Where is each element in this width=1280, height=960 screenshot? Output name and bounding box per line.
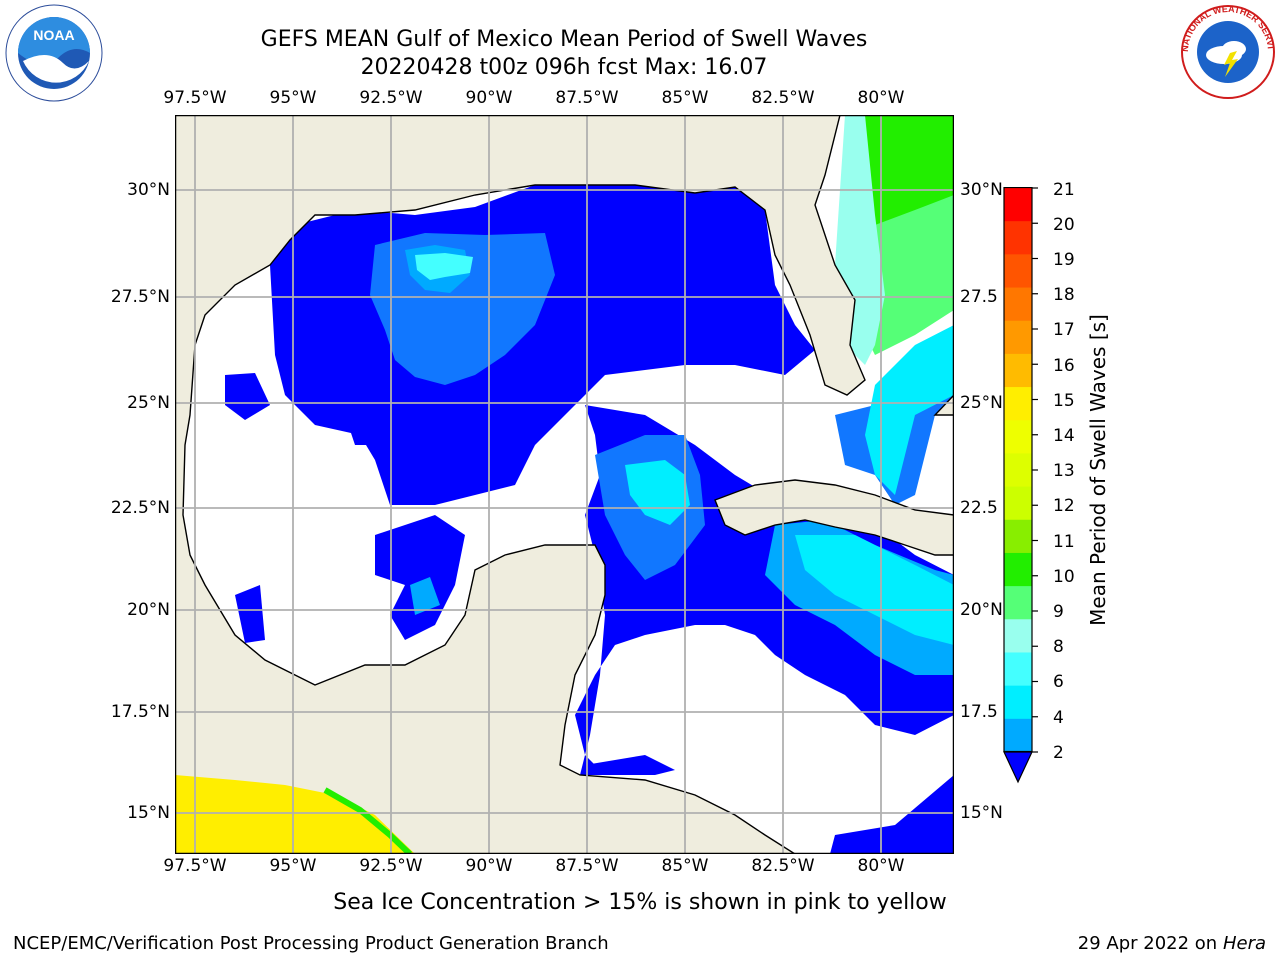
colorbar-cell <box>1004 287 1032 322</box>
swell-field-tampico <box>235 585 265 643</box>
colorbar <box>1003 187 1038 784</box>
national-weather-service-logo: NATIONAL WEATHER SERVICE <box>1178 3 1276 99</box>
lat-label-left: 22.5°N <box>110 498 170 518</box>
lat-label-left: 27.5°N <box>110 287 170 307</box>
colorbar-cell <box>1004 586 1032 620</box>
footer-date-text: 29 Apr 2022 on <box>1077 933 1223 954</box>
lon-label-top: 95°W <box>269 88 317 108</box>
colorbar-tick-label: 11 <box>1053 532 1075 552</box>
colorbar-tick-label: 2 <box>1053 743 1064 763</box>
colorbar-cell <box>1004 387 1032 421</box>
lon-label-bottom: 95°W <box>269 856 317 876</box>
gridlines <box>175 115 954 854</box>
colorbar-cell <box>1004 552 1032 587</box>
lat-label-right: 15°N <box>960 803 1003 823</box>
colorbar-tick-label: 12 <box>1053 496 1075 516</box>
colorbar-tick-label: 16 <box>1053 356 1075 376</box>
lat-label-left: 17.5°N <box>110 702 170 722</box>
swell-field-caribbean-cyan <box>795 535 954 645</box>
sea-ice-pacific-edge <box>323 787 413 854</box>
colorbar-tick-label: 18 <box>1053 285 1075 305</box>
map-panel <box>175 115 954 854</box>
lon-label-bottom: 87.5°W <box>555 856 619 876</box>
lat-label-right: 22.5 <box>960 498 998 518</box>
lat-label-left: 30°N <box>127 180 170 200</box>
colorbar-cell <box>1004 420 1032 454</box>
lat-label-right: 27.5 <box>960 287 998 307</box>
swell-field-campeche-cyan <box>410 577 440 615</box>
colorbar-tick-label: 10 <box>1053 567 1075 587</box>
swell-field-honduras <box>585 755 675 775</box>
lat-label-left: 20°N <box>127 600 170 620</box>
lat-label-right: 20°N <box>960 600 1003 620</box>
noaa-logo: NOAA <box>5 4 103 102</box>
colorbar-extend-triangle <box>1003 751 1033 784</box>
lon-label-bottom: 90°W <box>465 856 513 876</box>
land <box>175 115 954 854</box>
land-north-america <box>175 115 866 854</box>
colorbar-cell <box>1004 453 1032 488</box>
lat-label-right: 17.5 <box>960 702 998 722</box>
colorbar-cell <box>1004 188 1032 222</box>
colorbar-tick-label: 6 <box>1053 672 1064 692</box>
lon-label-top: 87.5°W <box>555 88 619 108</box>
chart-subtitle: 20220428 t00z 096h fcst Max: 16.07 <box>360 55 768 80</box>
swell-field-west-patch-2 <box>345 415 390 445</box>
lat-label-left: 15°N <box>127 803 170 823</box>
footer-date: 29 Apr 2022 on Hera <box>1078 933 1266 954</box>
footer-credit: NCEP/EMC/Verification Post Processing Pr… <box>13 933 609 954</box>
swell-field-west-patch <box>225 373 270 420</box>
swell-field-atlantic-green <box>860 115 954 225</box>
colorbar-cell <box>1004 652 1032 687</box>
land-south-america-edge <box>933 393 954 416</box>
colorbar-cell <box>1004 718 1032 753</box>
colorbar-cell <box>1004 685 1032 720</box>
colorbar-tick-label: 13 <box>1053 461 1075 481</box>
footer-machine: Hera <box>1222 933 1266 954</box>
lon-label-top: 97.5°W <box>163 88 227 108</box>
colorbar-cell <box>1004 486 1032 521</box>
colorbar-tick-label: 15 <box>1053 391 1075 411</box>
lon-label-bottom: 82.5°W <box>751 856 815 876</box>
colorbar-cell <box>1004 519 1032 554</box>
land-cuba <box>714 479 954 556</box>
colorbar-tick-label: 17 <box>1053 320 1075 340</box>
lon-label-top: 90°W <box>465 88 513 108</box>
lon-label-top: 82.5°W <box>751 88 815 108</box>
colorbar-cell <box>1004 221 1032 255</box>
colorbar-tick-label: 14 <box>1053 426 1075 446</box>
colorbar-cell <box>1004 254 1032 289</box>
noaa-logo-text: NOAA <box>33 27 74 43</box>
lon-label-top: 85°W <box>661 88 709 108</box>
lon-label-bottom: 97.5°W <box>163 856 227 876</box>
colorbar-cell <box>1004 353 1032 388</box>
swell-field-north-cyan <box>415 253 473 280</box>
colorbar-tick-label: 19 <box>1053 250 1075 270</box>
map-frame <box>175 115 954 854</box>
swell-field-straits-cyan <box>865 325 954 495</box>
lon-label-top: 92.5°W <box>359 88 423 108</box>
sea-ice-note: Sea Ice Concentration > 15% is shown in … <box>333 890 947 915</box>
lon-label-bottom: 92.5°W <box>359 856 423 876</box>
colorbar-tick-label: 21 <box>1053 180 1075 200</box>
colorbar-cell <box>1004 619 1032 653</box>
chart-title: GEFS MEAN Gulf of Mexico Mean Period of … <box>260 27 868 52</box>
colorbar-title: Mean Period of Swell Waves [s] <box>1086 314 1110 626</box>
colorbar-cell <box>1004 320 1032 355</box>
lon-label-bottom: 85°W <box>661 856 709 876</box>
swell-field-campeche <box>375 515 465 640</box>
colorbar-tick-label: 9 <box>1053 602 1064 622</box>
lon-label-top: 80°W <box>857 88 905 108</box>
lat-label-right: 25°N <box>960 393 1003 413</box>
lat-label-right: 30°N <box>960 180 1003 200</box>
colorbar-tick-label: 8 <box>1053 637 1064 657</box>
swell-field-south-east <box>830 775 954 854</box>
lon-label-bottom: 80°W <box>857 856 905 876</box>
lat-label-left: 25°N <box>127 393 170 413</box>
colorbar-tick-label: 4 <box>1053 708 1064 728</box>
sea-ice-pacific <box>175 775 415 854</box>
colorbar-tick-label: 20 <box>1053 215 1075 235</box>
colorbar-frame <box>1003 187 1033 753</box>
